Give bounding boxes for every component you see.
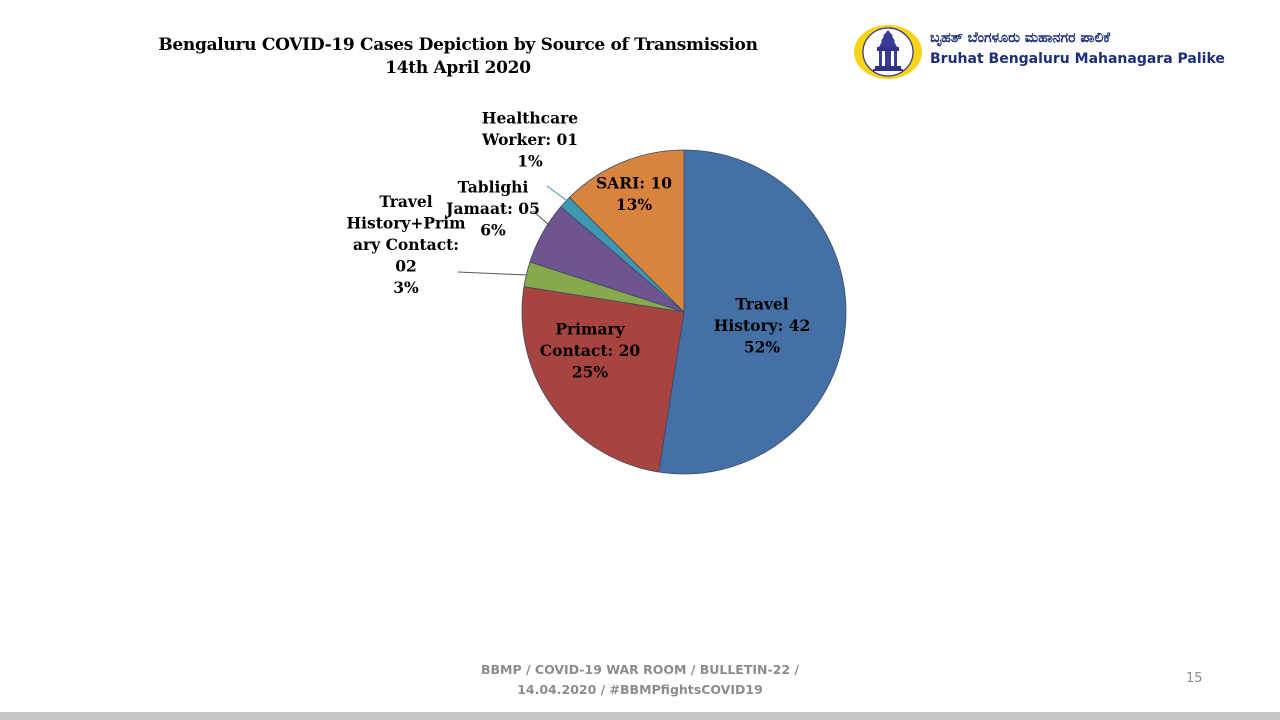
temple-emblem-icon: [854, 25, 922, 79]
data-label-line: Tablighi: [458, 178, 529, 197]
data-labels: Travel History: 42 52% Primary Contact: 20 25…: [346, 109, 810, 382]
footer-line1: BBMP / COVID-19 WAR ROOM / BULLETIN-22 /: [480, 662, 799, 677]
data-label-line: Travel: [379, 192, 432, 211]
data-label-line: Jamaat: 05: [444, 199, 540, 218]
leader-line-3: [532, 210, 551, 227]
footer-line2: 14.04.2020 / #BBMPfightsCOVID19: [517, 682, 763, 697]
data-label-4: Healthcare Worker: 01 1%: [481, 109, 578, 171]
data-label-line: Healthcare: [482, 109, 579, 128]
data-label-percent: 25%: [572, 363, 609, 382]
leader-line-2: [457, 271, 528, 276]
data-label-line: History: 42: [714, 316, 811, 335]
data-label-percent: 6%: [480, 221, 506, 240]
leader-line-4: [546, 185, 567, 201]
data-label-line: Travel: [735, 295, 788, 314]
data-label-line: Contact: 20: [540, 341, 641, 360]
chart-title-line1: Bengaluru COVID-19 Cases Depiction by So…: [158, 35, 758, 55]
data-label-line: Primary: [555, 320, 625, 339]
chart-title: Bengaluru COVID-19 Cases Depiction by So…: [150, 34, 766, 80]
data-label-line: 02: [395, 257, 417, 276]
data-label-line: History+Prim: [346, 214, 466, 233]
data-label-2: Travel History+Prim ary Contact: 02 3%: [346, 192, 466, 297]
pie-slice-0: [658, 149, 847, 475]
logo-english-text: Bruhat Bengaluru Mahanagara Palike: [930, 51, 1225, 67]
data-label-3: Tablighi Jamaat: 05 6%: [444, 178, 540, 240]
data-label-percent: 52%: [744, 338, 781, 357]
footer: BBMP / COVID-19 WAR ROOM / BULLETIN-22 /…: [440, 660, 840, 700]
pie-slice-1: [521, 286, 685, 473]
data-label-percent: 13%: [616, 195, 653, 214]
leader-lines: [457, 185, 567, 276]
pie-slices: [521, 149, 847, 475]
data-label-line: SARI: 10: [596, 173, 672, 192]
bottom-bar: [0, 712, 1280, 720]
data-label-1: Primary Contact: 20 25%: [540, 320, 641, 382]
bbmp-logo: ಬೃಹತ್ ಬೆಂಗಳೂರು ಮಹಾನಗರ ಪಾಲಿಕೆ Bruhat Beng…: [852, 22, 1232, 82]
data-label-percent: 1%: [517, 152, 543, 171]
data-label-line: Worker: 01: [481, 130, 578, 149]
data-label-5: SARI: 10 13%: [596, 173, 672, 214]
pie-slice-5: [568, 149, 685, 313]
page-number: 15: [1186, 671, 1203, 686]
data-label-line: ary Contact:: [353, 235, 459, 254]
chart-title-date: 14th April 2020: [385, 58, 531, 78]
logo-kannada-text: ಬೃಹತ್ ಬೆಂಗಳೂರು ಮಹಾನಗರ ಪಾಲಿಕೆ: [930, 30, 1111, 46]
data-label-percent: 3%: [393, 278, 419, 297]
data-label-0: Travel History: 42 52%: [714, 295, 811, 357]
